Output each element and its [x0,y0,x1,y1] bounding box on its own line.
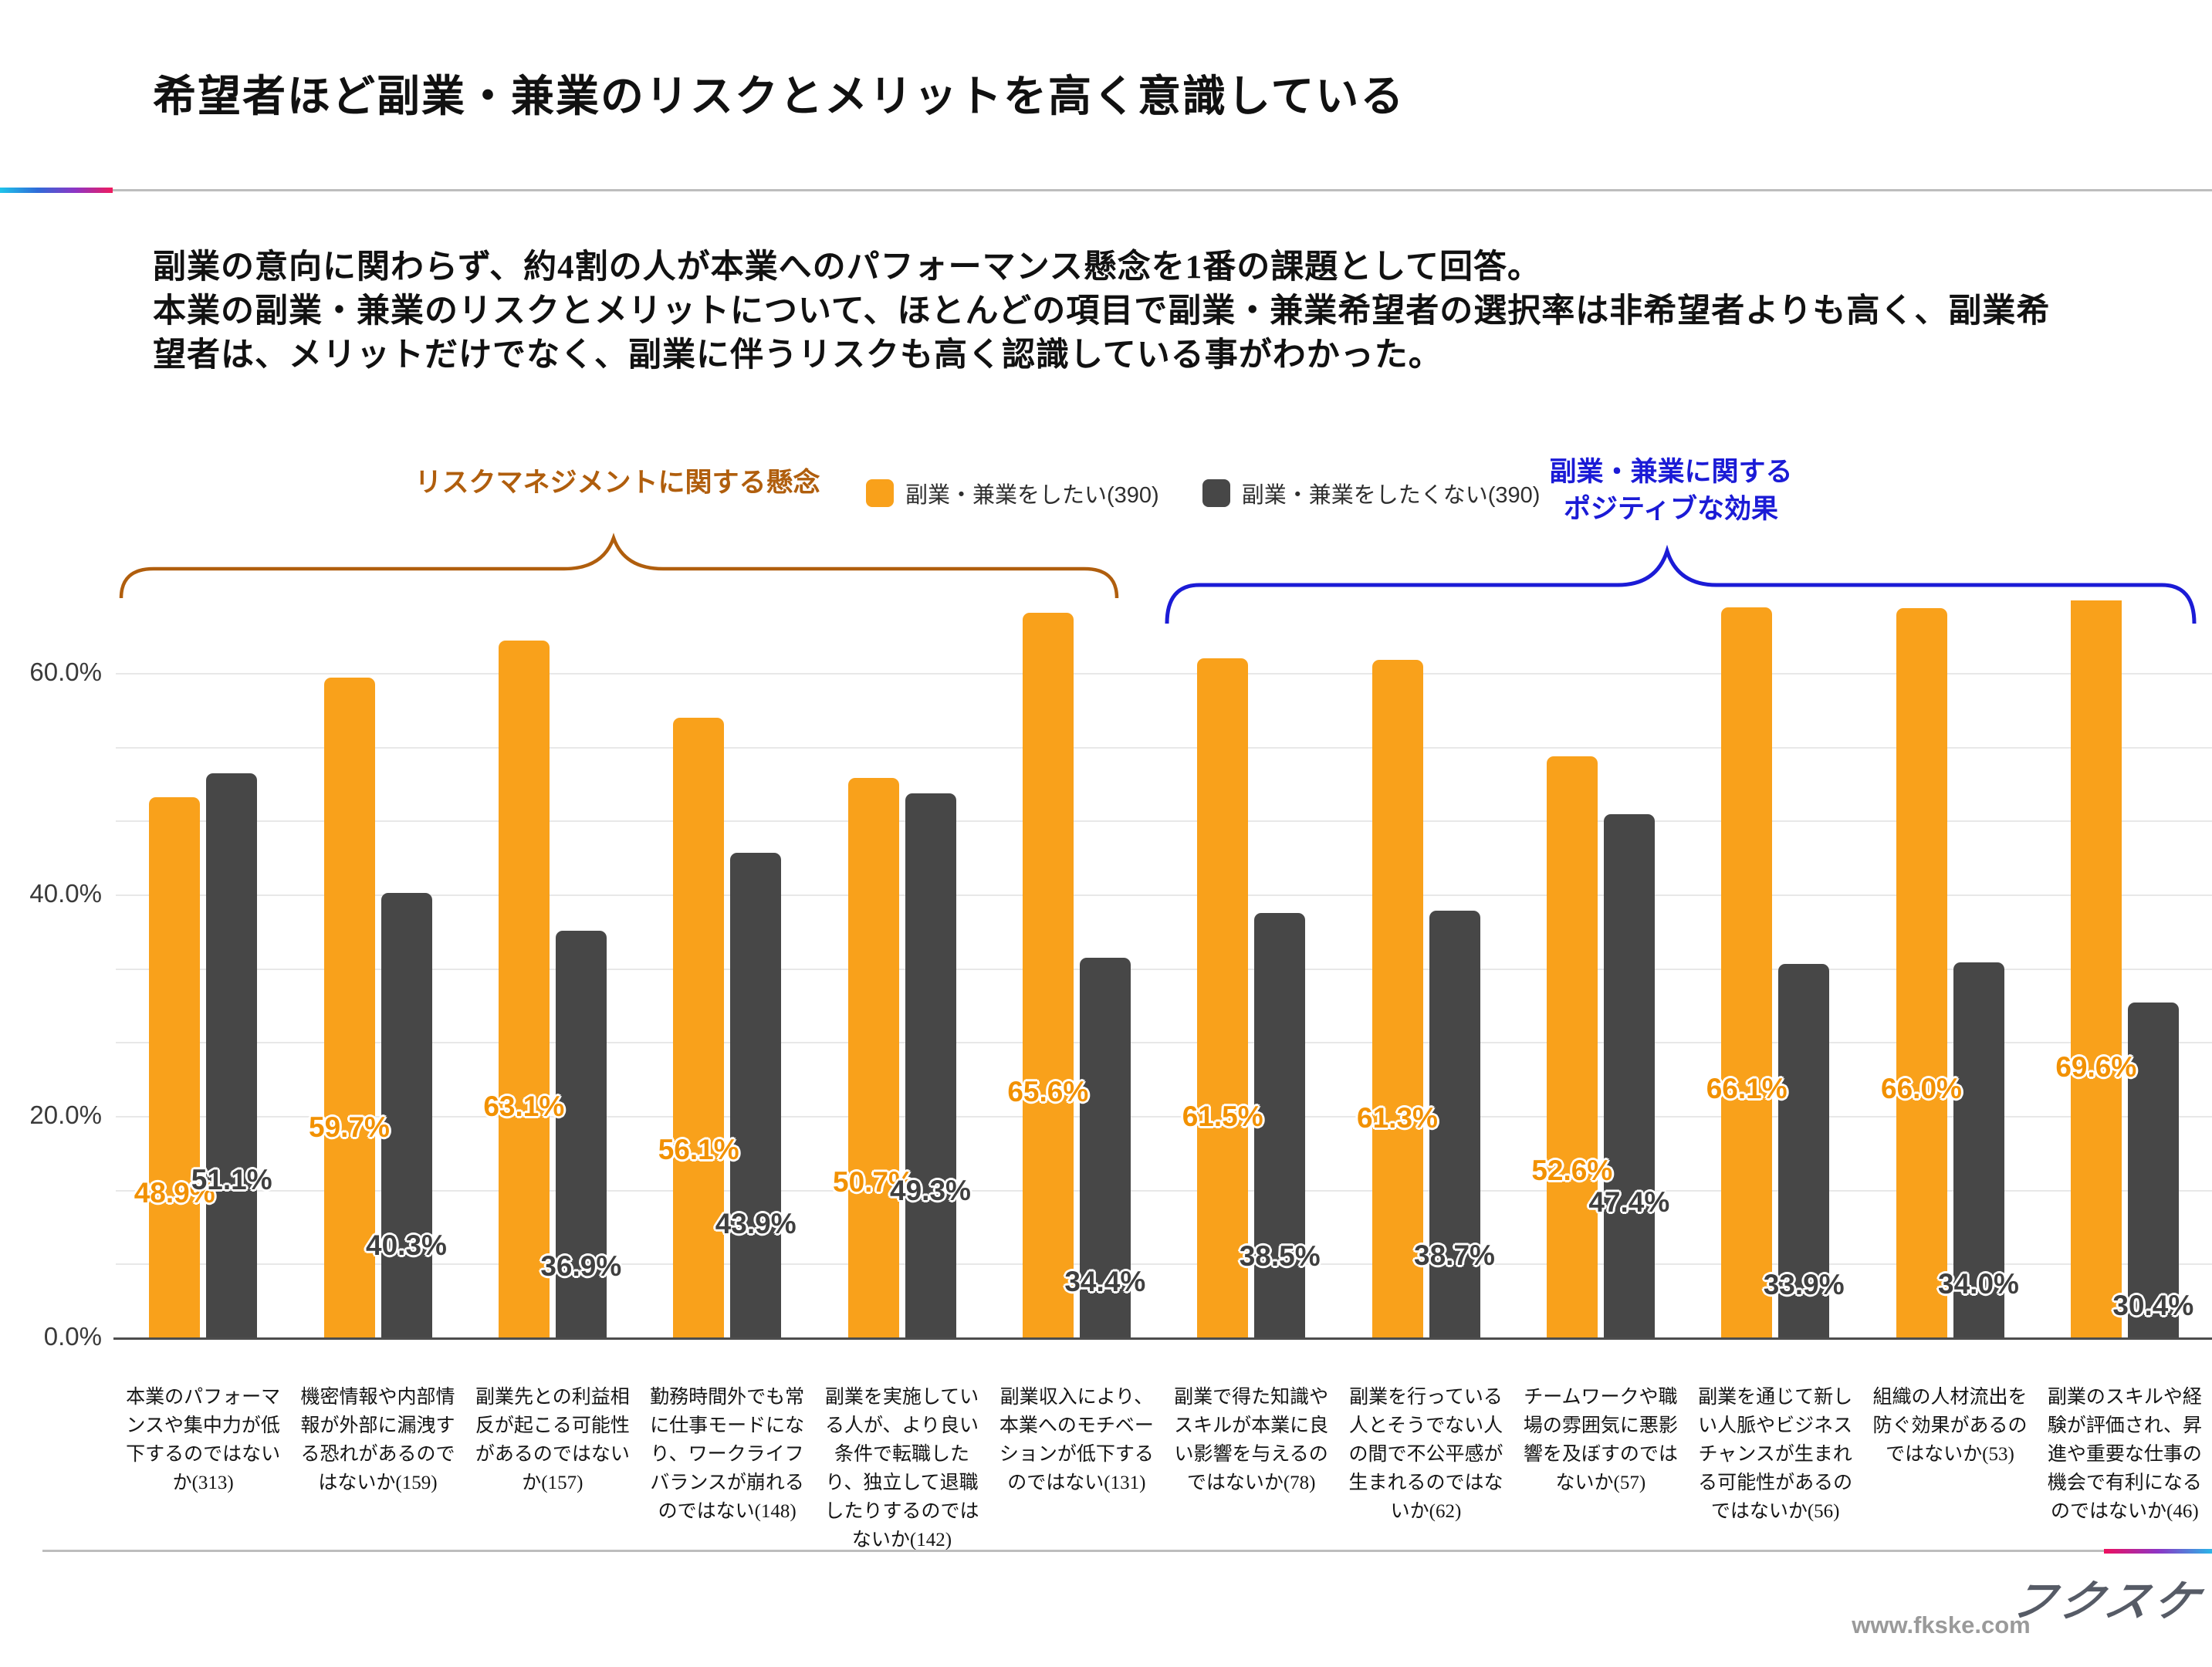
bar [1254,912,1306,1339]
positive-section-label-line-2: ポジティブな効果 [1564,494,1778,524]
y-tick-label: 0.0% [43,1322,102,1351]
risk-brace [119,533,1119,599]
bar-value-label: 34.0% [1938,1267,2019,1300]
bar-value-label: 33.9% [1763,1268,1845,1300]
bar [498,640,550,1339]
positive-section-label: 副業・兼業に関する ポジティブな効果 [1447,454,1895,528]
bar-value-label: 69.6% [2055,1051,2137,1084]
gridline [116,1263,2212,1266]
bar-value-label: 63.1% [483,1090,565,1123]
bar-value-label: 59.7% [309,1111,390,1144]
website-url: www.fkske.com [1852,1611,2031,1638]
bar-value-label: 36.9% [540,1250,622,1283]
bar [1429,910,1480,1339]
bar-value-label: 66.1% [1706,1072,1788,1104]
bar-value-label: 66.0% [1881,1073,1962,1105]
positive-section-label-line-1: 副業・兼業に関する [1549,457,1793,487]
bar [847,777,899,1339]
category-label: 機密情報や内部情報が外部に漏洩する恐れがあるのではないか(159) [300,1387,455,1493]
bar-value-label: 52.6% [1531,1155,1613,1187]
bar-value-label: 38.5% [1239,1240,1321,1273]
bar [905,793,956,1339]
gridline [116,1189,2212,1192]
y-tick-label: 60.0% [29,658,102,687]
bar [2070,600,2122,1339]
bar-value-label: 56.1% [658,1133,739,1165]
bar [381,892,432,1339]
category-label: 副業を行っている人とそうでない人の間で不公平感が生まれるのではないか(62) [1348,1387,1503,1522]
chart-legend: 副業・兼業をしたい(390) 副業・兼業をしたくない(390) [866,477,1540,509]
category-label: 副業のスキルや経験が評価され、昇進や重要な仕事の機会で有利になるのではないか(4… [2047,1387,2202,1522]
category-label: 副業先との利益相反が起こる可能性があるのではないか(157) [475,1387,630,1493]
lead-paragraph: 副業の意向に関わらず、約4割の人が本業へのパフォーマンス懸念を1番の課題として回… [153,245,2160,377]
gridline [116,673,2212,675]
legend-item-want: 副業・兼業をしたい(390) [866,477,1159,509]
bar [1197,658,1249,1339]
category-label: 勤務時間外でも常に仕事モードになり、ワークライフバランスが崩れるのではない(14… [650,1387,805,1522]
bar-value-label: 65.6% [1007,1075,1089,1107]
bar [730,853,782,1339]
bar-value-label: 48.9% [134,1177,215,1209]
gridline [116,1042,2212,1044]
gridline [116,820,2212,823]
bar-value-label: 34.4% [1064,1265,1146,1297]
bar-value-label: 40.3% [366,1229,447,1262]
bar [1546,756,1598,1339]
category-label: 本業のパフォーマンスや集中力が低下するのではないか(313) [126,1387,281,1493]
fukusuke-logo: フクスケ [2004,1577,2210,1625]
bar-value-label: 38.7% [1414,1239,1495,1271]
bar [206,773,258,1339]
bar [1778,963,1830,1339]
legend-label-not-want: 副業・兼業をしたくない(390) [1241,483,1541,508]
bar [149,797,201,1339]
category-label: 副業で得た知識やスキルが本業に良い影響を与えるのではないか(78) [1174,1387,1329,1493]
bar [323,678,375,1339]
risk-section-label: リスクマネジメントに関する懸念 [414,468,820,498]
lead-line-2: 本業の副業・兼業のリスクとメリットについて、ほとんどの項目で副業・兼業希望者の選… [153,293,2051,330]
lead-line-3: 望者は、メリットだけでなく、副業に伴うリスクも高く認識している事がわかった。 [153,337,1443,374]
gridline [116,1116,2212,1118]
bar-value-label: 43.9% [715,1207,797,1239]
category-label: 副業を実施している人が、より良い条件で転職したり、独立して退職したりするのではな… [824,1387,979,1550]
bar-value-label: 47.4% [1588,1186,1670,1219]
plot-area: 48.9% 51.1% 59.7% 40.3% 63.1% 36.9% 56.1% 43.9%… [116,600,2212,1339]
bar [1079,958,1131,1339]
bar-value-label: 61.5% [1182,1100,1263,1132]
gridline [116,968,2212,970]
bar-value-label: 50.7% [833,1166,914,1199]
bar [1721,607,1773,1339]
y-tick-label: 20.0% [29,1101,102,1130]
category-label: 副業収入により、本業へのモチベーションが低下するのではない(131) [999,1387,1154,1493]
bottom-divider [42,1550,2212,1552]
category-label: 組織の人材流出を防ぐ効果があるのではないか(53) [1872,1387,2028,1465]
bar-value-label: 51.1% [191,1164,272,1196]
bottom-divider-accent [2104,1549,2212,1554]
top-divider [0,189,2212,191]
category-label: チームワークや職場の雰囲気に悪影響を及ぼすのではないか(57) [1523,1387,1678,1493]
gridline [116,894,2212,897]
bar [673,718,725,1339]
bar [1896,608,1947,1339]
bar [2127,1002,2179,1339]
page-title: 希望者ほど副業・兼業のリスクとメリットを高く意識している [153,73,1405,121]
legend-label-want: 副業・兼業をしたい(390) [905,483,1159,508]
bar-value-label: 61.3% [1357,1101,1438,1134]
bar [1953,962,2004,1339]
legend-swatch-not-want [1202,479,1230,507]
x-axis-line [113,1337,2212,1340]
bar [1372,660,1423,1339]
legend-item-not-want: 副業・兼業をしたくない(390) [1202,477,1541,509]
bar [555,930,607,1339]
bar-value-label: 30.4% [2112,1290,2194,1322]
bar [1022,612,1074,1339]
top-divider-accent [0,188,113,193]
category-label: 副業を通じて新しい人脈やビジネスチャンスが生まれる可能性があるのではないか(56… [1698,1387,1853,1522]
y-tick-label: 40.0% [29,879,102,908]
bar-value-label: 49.3% [890,1175,971,1207]
gridline [116,746,2212,749]
legend-swatch-want [866,479,894,507]
lead-line-1: 副業の意向に関わらず、約4割の人が本業へのパフォーマンス懸念を1番の課題として回… [153,249,1541,286]
bar [1603,813,1655,1339]
